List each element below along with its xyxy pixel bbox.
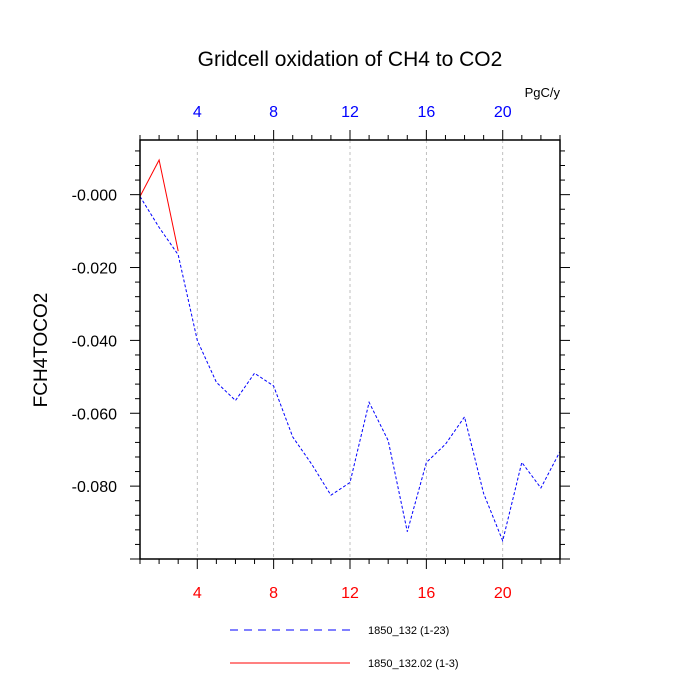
data-point-s0-x6 bbox=[234, 399, 236, 401]
data-point-s0-x5 bbox=[215, 381, 217, 383]
data-point-s0-x15 bbox=[406, 530, 408, 532]
data-point-s0-x12 bbox=[349, 481, 351, 483]
y-tick-label: -0.000 bbox=[72, 188, 117, 205]
x-tick-label-top: 8 bbox=[269, 104, 278, 121]
x-tick-label-bottom: 16 bbox=[417, 585, 435, 602]
data-point-s0-x9 bbox=[292, 436, 294, 438]
chart-title: Gridcell oxidation of CH4 to CO2 bbox=[198, 48, 503, 71]
x-tick-label-bottom: 4 bbox=[193, 585, 202, 602]
y-tick-label: -0.020 bbox=[72, 261, 117, 278]
data-point-s0-x21 bbox=[521, 461, 523, 463]
data-point-s0-x22 bbox=[540, 487, 542, 489]
x-tick-label-bottom: 20 bbox=[494, 585, 512, 602]
legend: 1850_132 (1-23) 1850_132.02 (1-3) bbox=[230, 625, 459, 670]
gridlines bbox=[196, 140, 504, 559]
series-layer bbox=[139, 158, 561, 543]
data-point-s0-x7 bbox=[253, 372, 255, 374]
data-point-s0-x8 bbox=[272, 385, 274, 387]
x-tick-label-bottom: 8 bbox=[269, 585, 278, 602]
data-point-s0-x2 bbox=[158, 226, 160, 228]
legend-label-0: 1850_132 (1-23) bbox=[368, 625, 449, 637]
series-line-1 bbox=[139, 158, 179, 252]
units-label: PgC/y bbox=[525, 85, 561, 100]
y-axis-label: FCH4TOCO2 bbox=[31, 293, 52, 408]
data-point-s1-x3 bbox=[177, 250, 179, 252]
data-point-s0-x19 bbox=[482, 492, 484, 494]
data-point-s0-x4 bbox=[196, 339, 198, 341]
y-tick-label: -0.040 bbox=[72, 333, 117, 350]
data-point-s0-x14 bbox=[387, 439, 389, 441]
x-tick-label-top: 4 bbox=[193, 104, 202, 121]
data-point-s0-x16 bbox=[425, 461, 427, 463]
tick-labels: 4 4 8 8 12 12 16 16 20 20 -0.000 -0.020 -0.040 -0.060… bbox=[72, 104, 512, 602]
x-tick-label-top: 16 bbox=[417, 104, 435, 121]
data-point-s0-x10 bbox=[311, 463, 313, 465]
x-tick-label-bottom: 12 bbox=[341, 585, 359, 602]
x-tick-label-top: 12 bbox=[341, 104, 359, 121]
data-point-s0-x3 bbox=[177, 254, 179, 256]
data-point-s1-x2 bbox=[158, 159, 160, 161]
axis-ticks bbox=[130, 130, 570, 569]
data-point-s0-x20 bbox=[502, 540, 504, 542]
y-tick-label: -0.060 bbox=[72, 406, 117, 423]
y-tick-label: -0.080 bbox=[72, 479, 117, 496]
data-point-s0-x13 bbox=[368, 401, 370, 403]
data-point-s0-x18 bbox=[463, 416, 465, 418]
data-point-s0-x11 bbox=[330, 494, 332, 496]
legend-label-1: 1850_132.02 (1-3) bbox=[368, 658, 459, 670]
x-tick-label-top: 20 bbox=[494, 104, 512, 121]
data-point-s0-x17 bbox=[444, 443, 446, 445]
